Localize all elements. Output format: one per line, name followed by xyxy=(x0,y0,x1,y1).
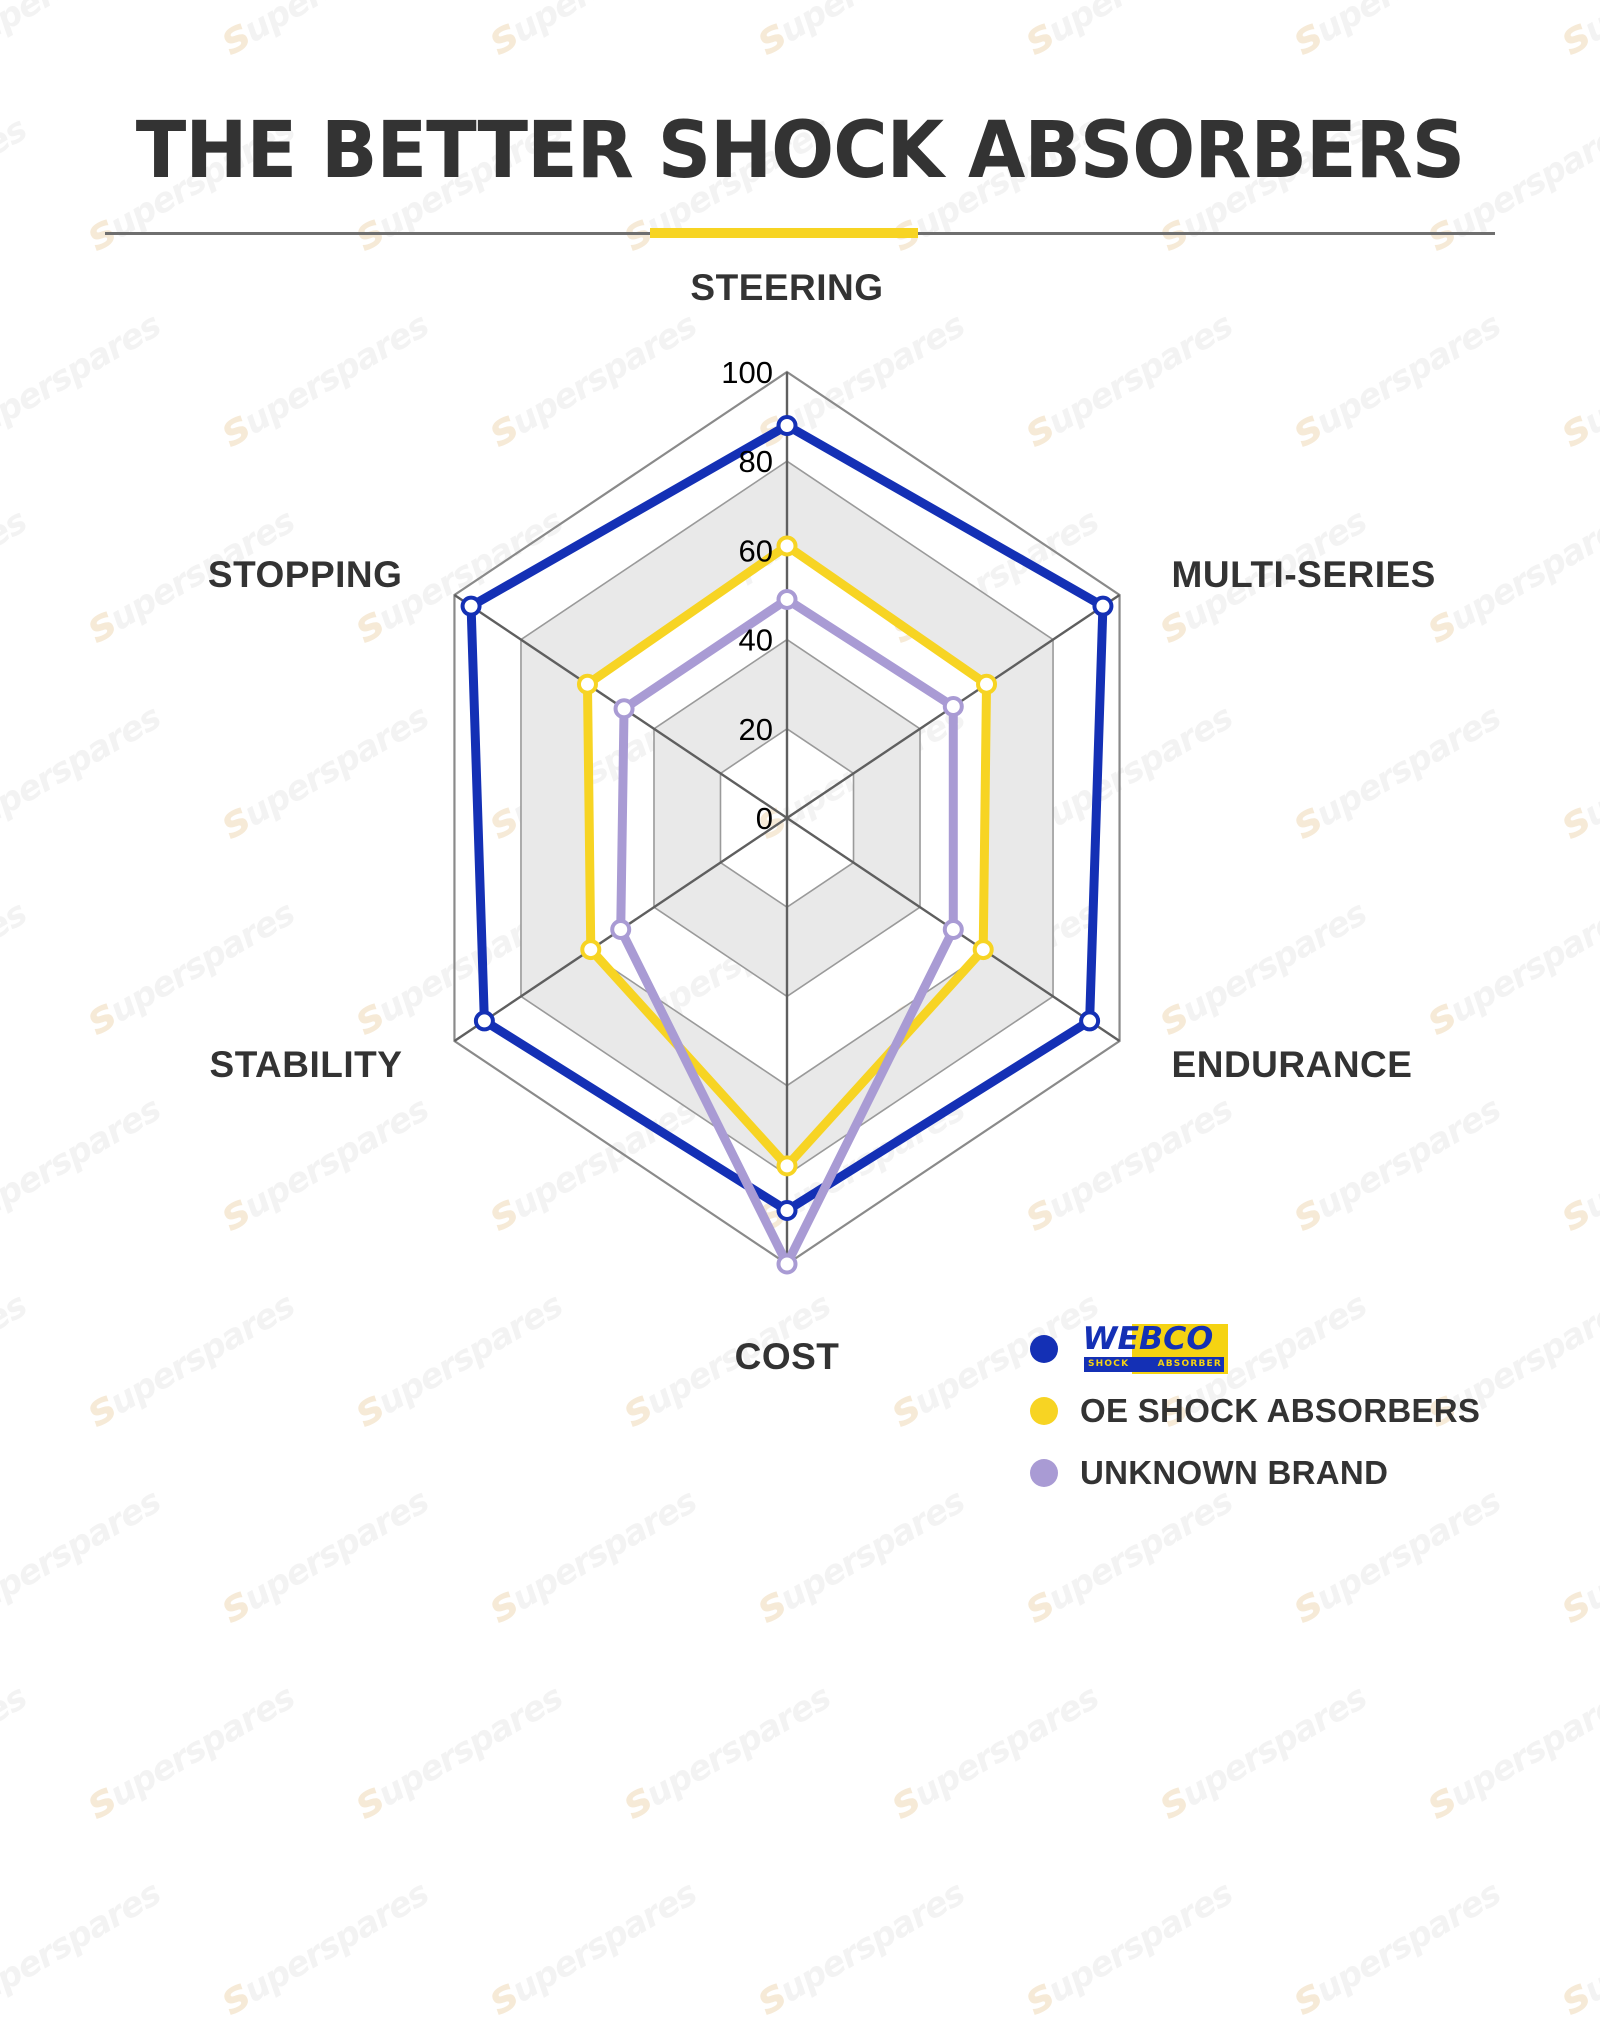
watermark-text: superspares xyxy=(1416,1677,1600,1830)
legend-item-webco[interactable]: WEBCO SHOCK ABSORBER xyxy=(1030,1318,1480,1380)
radar-data-point[interactable] xyxy=(613,698,635,720)
radar-axis-label-stopping: STOPPING xyxy=(208,554,403,595)
radar-axis-label-endurance: ENDURANCE xyxy=(1172,1044,1413,1085)
radar-data-point[interactable] xyxy=(942,919,964,940)
watermark-text: superspares xyxy=(1550,1873,1600,2025)
radar-data-point[interactable] xyxy=(1079,1010,1101,1032)
radar-tick-label: 0 xyxy=(756,801,773,836)
radar-series-unknown-brand xyxy=(610,588,964,1275)
legend: WEBCO SHOCK ABSORBER OE SHOCK ABSORBERS … xyxy=(1030,1318,1480,1504)
radar-axis-label-steering: STEERING xyxy=(690,267,883,308)
watermark-text: superspares xyxy=(612,1677,838,1830)
legend-label-oe: OE SHOCK ABSORBERS xyxy=(1080,1392,1481,1429)
radar-data-point[interactable] xyxy=(776,535,798,557)
title-rule-accent xyxy=(650,228,918,238)
radar-tick-label: 20 xyxy=(739,712,773,747)
radar-data-point[interactable] xyxy=(460,595,482,617)
radar-chart: 0 20 40 60 80 100 STEERING MULTI-SERIES ENDURAN… xyxy=(208,267,1436,1377)
webco-logo-subtext: SHOCK ABSORBER xyxy=(1086,1357,1226,1372)
watermark-text: superspares xyxy=(880,1677,1106,1830)
radar-tick-label: 40 xyxy=(739,623,773,658)
radar-data-point[interactable] xyxy=(576,673,598,695)
radar-tick-label: 100 xyxy=(721,355,773,390)
radar-data-point[interactable] xyxy=(942,696,964,717)
radar-data-point[interactable] xyxy=(776,415,798,437)
radar-data-point[interactable] xyxy=(776,1253,798,1275)
watermark-text: superspares xyxy=(1014,1873,1240,2025)
legend-swatch-oe xyxy=(1030,1397,1058,1425)
radar-grid-band xyxy=(653,639,921,997)
radar-axis-label-stability: STABILITY xyxy=(210,1044,403,1085)
radar-data-point[interactable] xyxy=(776,588,798,610)
radar-axis-label-multi-series: MULTI-SERIES xyxy=(1172,554,1436,595)
radar-data-point[interactable] xyxy=(473,1010,495,1032)
watermark-text: superspares xyxy=(1282,1873,1508,2025)
watermark-text: superspares xyxy=(478,1873,704,2025)
radar-data-point[interactable] xyxy=(972,939,994,961)
watermark-text: superspares xyxy=(746,1873,972,2025)
radar-axis-labels: STEERING MULTI-SERIES ENDURANCE COST STABILI… xyxy=(208,267,1436,1377)
webco-logo-bar xyxy=(1084,1357,1224,1372)
radar-data-point[interactable] xyxy=(580,939,602,961)
radar-data-point[interactable] xyxy=(976,673,998,695)
webco-wordmark: WEBCO xyxy=(1082,1321,1214,1357)
radar-tick-label: 80 xyxy=(739,444,773,479)
watermark-text: superspares xyxy=(344,1677,570,1830)
watermark-text: superspares xyxy=(76,1677,302,1830)
radar-data-point[interactable] xyxy=(1092,595,1114,617)
radar-series-group xyxy=(460,415,1114,1275)
radar-data-point[interactable] xyxy=(610,919,632,940)
watermark-text: superspares xyxy=(0,1873,168,2012)
watermark-text: superspares xyxy=(210,1873,436,2025)
page-title: THE BETTER SHOCK ABSORBERS xyxy=(135,106,1465,196)
legend-label-unknown: UNKNOWN BRAND xyxy=(1080,1454,1389,1491)
radar-data-point[interactable] xyxy=(776,1155,798,1177)
radar-axis-label-cost: COST xyxy=(735,1336,840,1377)
radar-chart-svg: 0 20 40 60 80 100 STEERING MULTI-SERIES ENDURAN… xyxy=(208,267,1436,1377)
radar-series-webco xyxy=(460,415,1114,1221)
radar-data-point[interactable] xyxy=(776,1199,798,1221)
webco-logo: WEBCO SHOCK ABSORBER xyxy=(1080,1321,1228,1374)
radar-tick-label: 60 xyxy=(739,533,773,568)
legend-swatch-webco xyxy=(1030,1335,1058,1363)
radar-tick-labels: 0 20 40 60 80 100 xyxy=(721,355,773,836)
legend-item-oe[interactable]: OE SHOCK ABSORBERS xyxy=(1030,1380,1480,1442)
watermark-text: superspares xyxy=(0,1677,34,1816)
legend-item-unknown[interactable]: UNKNOWN BRAND xyxy=(1030,1442,1480,1504)
webco-sub-shock: SHOCK xyxy=(1088,1359,1130,1369)
watermark-text: superspares xyxy=(1148,1677,1374,1830)
webco-sub-absorber: ABSORBER xyxy=(1157,1359,1222,1369)
legend-swatch-unknown xyxy=(1030,1459,1058,1487)
radar-series-oe-shock-absorbers xyxy=(576,535,998,1177)
